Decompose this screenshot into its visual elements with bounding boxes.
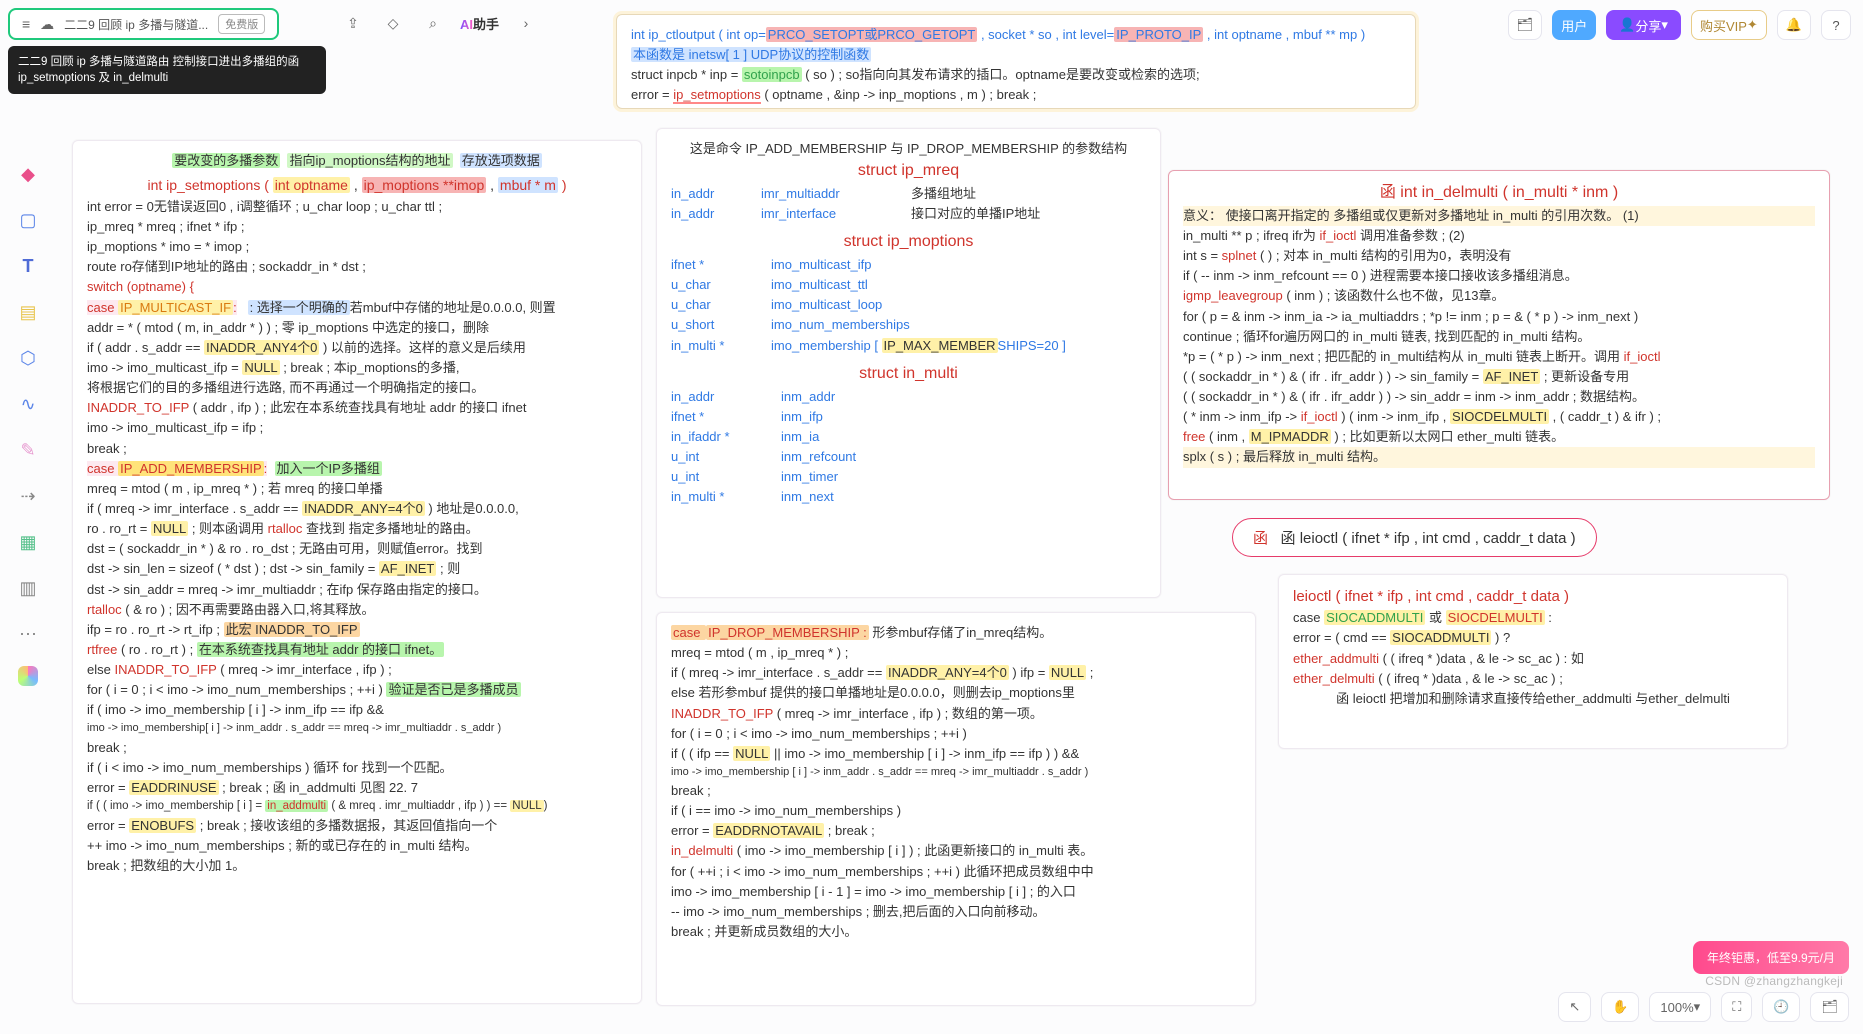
doc-toolbar: ⇪ ◇ ⌕ AIAI助手助手 › xyxy=(340,10,539,36)
panel-ip-drop: case IP_DROP_MEMBERSHIP : 形参mbuf存储了in_mr… xyxy=(656,612,1256,1006)
tool-shape[interactable]: ⬡ xyxy=(14,344,42,372)
tool-frame[interactable]: ▢ xyxy=(14,206,42,234)
panel-in-delmulti: 函 int in_delmulti ( in_multi * inm ) 意义：… xyxy=(1168,170,1830,500)
user-avatar[interactable]: 用户 xyxy=(1552,10,1596,40)
menu-icon[interactable]: ≡ xyxy=(22,16,30,32)
share-button[interactable]: 👤 分享 ▾ xyxy=(1606,10,1681,40)
ai-assistant-button[interactable]: AIAI助手助手 xyxy=(460,14,499,33)
tool-sticky[interactable]: ▤ xyxy=(14,298,42,326)
layers-button[interactable]: 🗂 xyxy=(1810,992,1849,1022)
pan-tool-button[interactable]: ✋ xyxy=(1601,992,1639,1022)
help-icon[interactable]: ? xyxy=(1821,10,1851,40)
panel-ip-ctloutput: int ip_ctloutput ( int op=PRCO_SETOPT或PR… xyxy=(616,14,1416,109)
free-badge: 免费版 xyxy=(218,14,265,34)
cloud-icon: ☁ xyxy=(40,16,54,33)
panel-leioctl: leioctl ( ifnet * ifp , int cmd , caddr_… xyxy=(1278,574,1788,749)
export-icon[interactable]: ⇪ xyxy=(340,10,366,36)
tool-kanban[interactable]: ▥ xyxy=(14,574,42,602)
zoom-indicator[interactable]: 100% ▾ xyxy=(1649,992,1711,1022)
panel-ip-setmoptions: 要改变的多播参数 指向ip_moptions结构的地址 存放选项数据 int i… xyxy=(72,140,642,1004)
bell-icon[interactable]: 🔔 xyxy=(1777,10,1811,40)
doc-title-pill[interactable]: ≡ ☁ 二二9 回顾 ip 多播与隧道... 免费版 xyxy=(8,8,279,40)
tag-icon[interactable]: ◇ xyxy=(380,10,406,36)
heading: 要改变的多播参数 xyxy=(172,153,280,168)
store-button[interactable]: 🗂 xyxy=(1508,10,1543,40)
history-button[interactable]: 🕘 xyxy=(1762,992,1800,1022)
watermark: CSDN @zhangzhangkeji xyxy=(1705,974,1843,988)
tool-pen[interactable]: ✎ xyxy=(14,436,42,464)
tool-curve[interactable]: ∿ xyxy=(14,390,42,418)
top-right-bar: 🗂 用户 👤 分享 ▾ 购买VIP✦ 🔔 ? xyxy=(1508,10,1851,40)
left-toolbar: ◆ ▢ T ▤ ⬡ ∿ ✎ ⇢ ▦ ▥ ⋯ xyxy=(10,160,46,686)
title-region: ≡ ☁ 二二9 回顾 ip 多播与隧道... 免费版 xyxy=(8,8,279,40)
tool-connector[interactable]: ⇢ xyxy=(14,482,42,510)
more-icon[interactable]: › xyxy=(513,10,539,36)
search-icon[interactable]: ⌕ xyxy=(420,10,446,36)
tool-pointer[interactable]: ◆ xyxy=(14,160,42,188)
code-line: int ip_ctloutput ( int op= xyxy=(631,27,766,42)
tool-more[interactable]: ⋯ xyxy=(14,620,42,648)
fn-pill-leioctl: 函 函 leioctl ( ifnet * ifp , int cmd , ca… xyxy=(1232,518,1597,557)
tool-table[interactable]: ▦ xyxy=(14,528,42,556)
cursor-mode-button[interactable]: ↖ xyxy=(1558,992,1591,1022)
canvas-controls: ↖ ✋ 100% ▾ ⛶ 🕘 🗂 xyxy=(1558,992,1849,1022)
tool-apps[interactable] xyxy=(18,666,38,686)
doc-title-tooltip: 二二9 回顾 ip 多播与隧道路由 控制接口进出多播组的函 ip_setmopt… xyxy=(8,46,326,94)
heading: 这是命令 IP_ADD_MEMBERSHIP 与 IP_DROP_MEMBERS… xyxy=(671,139,1146,159)
doc-title: 二二9 回顾 ip 多播与隧道... xyxy=(64,16,208,33)
vip-button[interactable]: 购买VIP✦ xyxy=(1691,10,1767,40)
panel-struct-defs: 这是命令 IP_ADD_MEMBERSHIP 与 IP_DROP_MEMBERS… xyxy=(656,128,1161,598)
promo-banner[interactable]: 年终钜惠，低至9.9元/月 xyxy=(1693,941,1849,974)
fit-view-button[interactable]: ⛶ xyxy=(1721,992,1752,1022)
tool-text[interactable]: T xyxy=(14,252,42,280)
